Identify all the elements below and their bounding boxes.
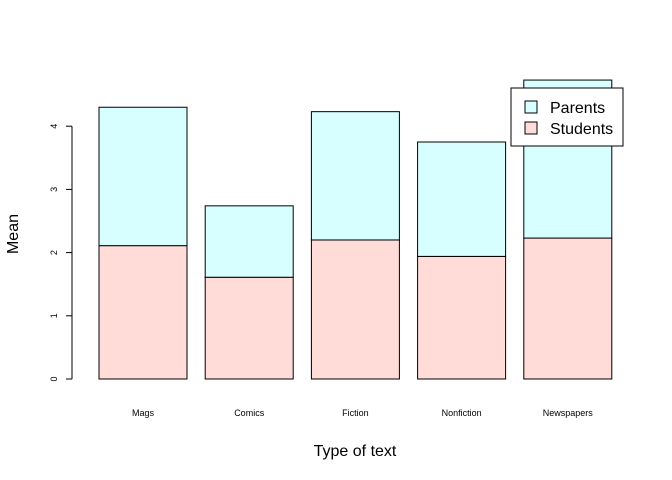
y-tick-label: 0 (49, 376, 59, 381)
category-label: Mags (132, 408, 155, 418)
y-tick-label: 2 (49, 250, 59, 255)
legend-swatch-parents (524, 100, 538, 114)
legend: Parents Students (510, 87, 624, 147)
legend-swatch-students (524, 121, 538, 135)
bar-students-nonfiction (417, 255, 507, 380)
bars (98, 79, 613, 380)
y-tick-label: 1 (49, 313, 59, 318)
bar-parents-mags (98, 106, 188, 247)
bar-students-fiction (310, 239, 400, 380)
x-axis-title: Type of text (314, 443, 397, 460)
category-labels: Mags Comics Fiction Nonfiction Newspapers (132, 408, 593, 418)
y-tick-label: 4 (49, 124, 59, 129)
category-label: Comics (234, 408, 265, 418)
legend-label-parents: Parents (550, 100, 605, 117)
category-label: Fiction (342, 408, 369, 418)
bar-parents-fiction (310, 111, 400, 241)
category-label: Nonfiction (442, 408, 482, 418)
y-tick-label: 3 (49, 187, 59, 192)
legend-label-students: Students (550, 121, 613, 138)
bar-students-newspapers (523, 237, 613, 380)
legend-box (510, 87, 624, 147)
bar-parents-nonfiction (417, 141, 507, 257)
bar-parents-comics (204, 205, 294, 278)
y-axis: 0 1 2 3 4 (49, 124, 73, 382)
y-axis-title: Mean (5, 214, 22, 254)
category-label: Newspapers (543, 408, 594, 418)
bar-students-mags (98, 245, 188, 380)
bar-students-comics (204, 276, 294, 380)
